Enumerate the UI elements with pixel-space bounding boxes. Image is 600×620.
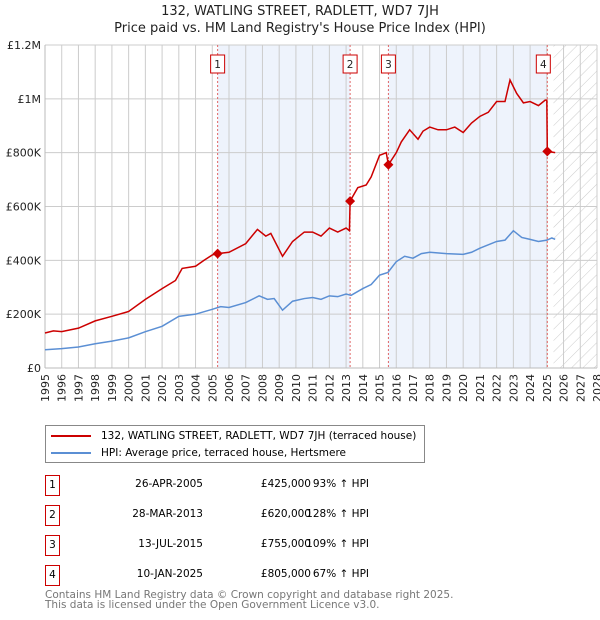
sale-label: 4 <box>540 59 547 71</box>
footer: Contains HM Land Registry data © Crown c… <box>45 589 454 611</box>
y-tick-label: £0 <box>27 362 41 375</box>
x-tick-label: 2011 <box>307 374 320 402</box>
price-chart: 1995 1996 1997 1998 1999 2000 2001 2002 2003 2004… <box>6 39 600 402</box>
legend-label: 132, WATLING STREET, RADLETT, WD7 7JH (t… <box>101 430 417 442</box>
x-tick-label: 2023 <box>507 374 520 402</box>
sale-label-box <box>380 54 396 74</box>
sale-number: 4 <box>45 565 60 586</box>
sale-number: 1 <box>45 475 60 496</box>
series-line <box>44 77 556 334</box>
sale-price: £755,000 <box>260 538 311 550</box>
y-tick-label: £600K <box>6 201 42 214</box>
sale-date: 26-APR-2005 <box>135 478 203 490</box>
sale-hpi: 128% ↑ HPI <box>306 508 369 520</box>
legend-label: HPI: Average price, terraced house, Hert… <box>101 447 346 459</box>
x-tick-label: 2028 <box>591 374 600 402</box>
x-tick-label: 2010 <box>290 374 303 402</box>
x-tick-label: 2021 <box>474 374 487 402</box>
sale-label-box <box>342 54 358 74</box>
y-tick-label: £200K <box>6 308 42 321</box>
x-tick-label: 1999 <box>106 374 119 402</box>
x-tick-label: 2017 <box>407 374 420 402</box>
sale-label: 1 <box>214 59 221 71</box>
x-tick-label: 2007 <box>240 374 253 402</box>
x-tick-label: 2026 <box>558 374 571 402</box>
sale-point <box>212 248 223 259</box>
sale-point <box>383 159 394 170</box>
x-tick-label: 2002 <box>156 374 169 402</box>
x-tick-label: 2019 <box>440 374 453 402</box>
x-tick-label: 2016 <box>390 374 403 402</box>
x-tick-label: 2001 <box>139 374 152 402</box>
series-line <box>44 229 556 351</box>
x-tick-label: 1996 <box>56 374 69 402</box>
chart-title: 132, WATLING STREET, RADLETT, WD7 7JH <box>161 4 439 19</box>
sale-label: 2 <box>347 59 354 71</box>
sale-date: 28-MAR-2013 <box>132 508 203 520</box>
sale-label-box <box>535 54 551 74</box>
x-tick-label: 2013 <box>340 374 353 402</box>
x-tick-label: 1997 <box>72 374 85 402</box>
sale-row: 3 13-JUL-2015 £755,000 109% ↑ HPI <box>45 535 445 556</box>
x-tick-label: 2014 <box>357 374 370 402</box>
sale-hpi: 93% ↑ HPI <box>312 478 369 490</box>
x-tick-label: 2008 <box>256 374 269 402</box>
x-tick-label: 2018 <box>424 374 437 402</box>
sale-label: 3 <box>385 59 392 71</box>
x-tick-label: 2005 <box>206 374 219 402</box>
x-tick-label: 2003 <box>173 374 186 402</box>
legend: 132, WATLING STREET, RADLETT, WD7 7JH (t… <box>45 425 425 463</box>
x-tick-label: 2022 <box>491 374 504 402</box>
sale-row: 2 28-MAR-2013 £620,000 128% ↑ HPI <box>45 505 445 526</box>
sale-label-box <box>210 54 226 74</box>
y-tick-label: £1.2M <box>7 39 41 52</box>
x-tick-label: 1995 <box>39 374 52 402</box>
sale-price: £620,000 <box>260 508 311 520</box>
x-tick-label: 2024 <box>524 374 537 402</box>
x-tick-label: 2006 <box>223 374 236 402</box>
x-tick-label: 2004 <box>190 374 203 402</box>
sale-date: 10-JAN-2025 <box>136 568 203 580</box>
sale-point <box>345 196 356 207</box>
sale-hpi: 67% ↑ HPI <box>312 568 369 580</box>
sale-number: 3 <box>45 535 60 556</box>
legend-item-property: 132, WATLING STREET, RADLETT, WD7 7JH (t… <box>51 428 416 444</box>
sale-row: 4 10-JAN-2025 £805,000 67% ↑ HPI <box>45 565 445 586</box>
sale-price: £805,000 <box>260 568 311 580</box>
x-tick-label: 2000 <box>123 374 136 402</box>
legend-item-hpi: HPI: Average price, terraced house, Hert… <box>51 445 346 461</box>
footer-line: This data is licensed under the Open Gov… <box>45 599 380 611</box>
footer-line: Contains HM Land Registry data © Crown c… <box>45 589 454 601</box>
y-tick-label: £1M <box>18 93 42 106</box>
x-tick-label: 1998 <box>89 374 102 402</box>
x-tick-label: 2027 <box>574 374 587 402</box>
y-tick-label: £800K <box>6 147 42 160</box>
sale-row: 1 26-APR-2005 £425,000 93% ↑ HPI <box>45 475 445 496</box>
chart-subtitle: Price paid vs. HM Land Registry's House … <box>114 21 486 36</box>
x-tick-label: 2009 <box>273 374 286 402</box>
legend-line-blue <box>51 452 91 454</box>
sale-price: £425,000 <box>260 478 311 490</box>
sale-point <box>542 146 553 157</box>
sale-hpi: 109% ↑ HPI <box>306 538 369 550</box>
legend-line-red <box>51 435 91 437</box>
x-tick-label: 2012 <box>323 374 336 402</box>
sale-number: 2 <box>45 505 60 526</box>
x-tick-label: 2025 <box>541 374 554 402</box>
x-tick-label: 2020 <box>457 374 470 402</box>
y-tick-label: £400K <box>6 254 42 267</box>
x-tick-label: 2015 <box>374 374 387 402</box>
sale-date: 13-JUL-2015 <box>138 538 203 550</box>
